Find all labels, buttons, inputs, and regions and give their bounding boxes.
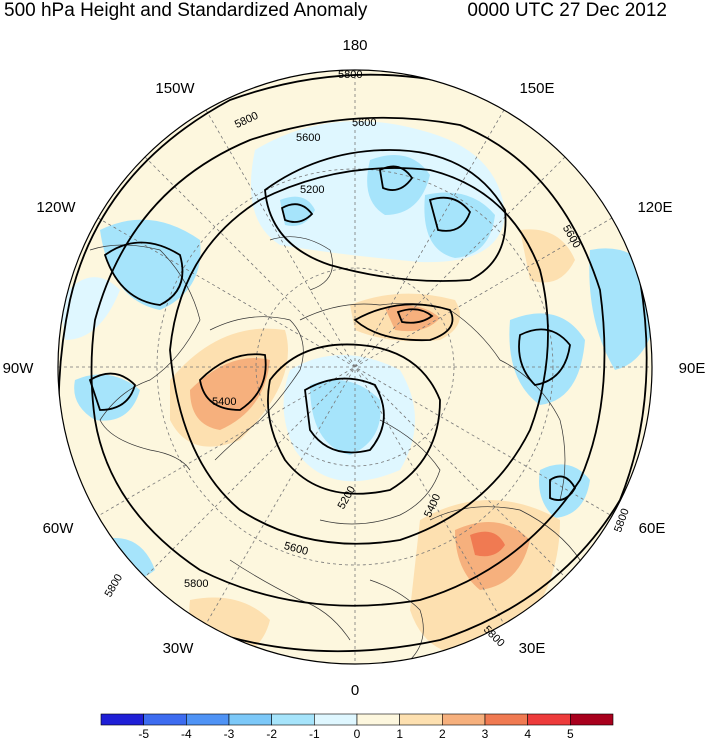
anomaly-region	[424, 192, 495, 258]
colorbar-swatch	[314, 713, 358, 726]
anomaly-region	[60, 277, 120, 340]
colorbar-swatch	[484, 713, 528, 726]
contour-label: 5200	[300, 184, 324, 196]
colorbar-swatch	[143, 713, 187, 726]
lon-label-60w: 60W	[43, 520, 75, 537]
contour-label: 5400	[212, 396, 236, 408]
anomaly-region	[470, 531, 505, 557]
colorbar-swatch	[356, 713, 400, 726]
anomaly-region	[190, 358, 270, 430]
colorbar-swatch	[570, 713, 614, 726]
valid-time: 0000 UTC 27 Dec 2012	[467, 0, 667, 21]
colorbar-swatch	[442, 713, 486, 726]
colorbar-label: -3	[224, 727, 235, 740]
lon-label-150w: 150W	[155, 80, 195, 97]
lon-label-0: 0	[351, 682, 359, 699]
colorbar-label: -2	[266, 727, 277, 740]
contour-label: 5800	[184, 578, 208, 590]
graticule	[58, 70, 652, 664]
colorbar-swatch	[399, 713, 443, 726]
colorbar-label: 5	[567, 727, 574, 740]
anomaly-shading	[58, 70, 652, 664]
colorbar-swatch	[271, 713, 315, 726]
colorbar-swatch	[100, 713, 144, 726]
anomaly-region	[367, 155, 430, 215]
colorbar-swatch	[527, 713, 571, 726]
lon-label-30e: 30E	[519, 640, 546, 657]
chart-title: 500 hPa Height and Standardized Anomaly	[4, 0, 368, 21]
map-boundary	[57, 69, 653, 665]
anomaly-region	[539, 464, 590, 518]
lon-label-60e: 60E	[639, 520, 666, 537]
lon-label-120w: 120W	[36, 199, 76, 216]
anomaly-region	[310, 380, 381, 455]
colorbar-label: 3	[482, 727, 489, 740]
anomaly-region	[100, 219, 201, 310]
colorbar-label: 1	[396, 727, 403, 740]
anomaly-region	[520, 229, 575, 283]
colorbar-label: 0	[354, 727, 361, 740]
contour-label: 5600	[296, 132, 320, 144]
lon-label-120e: 120E	[637, 199, 672, 216]
lon-label-90e: 90E	[679, 360, 706, 377]
colorbar-label: 2	[439, 727, 446, 740]
colorbar-label: 4	[524, 727, 531, 740]
lon-label-90w: 90W	[3, 360, 35, 377]
contour-label: 5800	[481, 624, 507, 650]
colorbar-label: -1	[309, 727, 320, 740]
contour-label: 5600	[352, 117, 376, 129]
colorbar-swatch	[228, 713, 272, 726]
longitude-labels: 180 150W 150E 120W 120E 90W 90E 60W 60E …	[3, 37, 706, 699]
lon-label-180: 180	[342, 37, 367, 54]
anomaly-region	[74, 374, 140, 421]
lon-label-150e: 150E	[519, 80, 554, 97]
colorbar-swatch	[186, 713, 230, 726]
contour-label: 5800	[338, 69, 362, 81]
colorbar: -5 -4 -3 -2 -1 0 1 2 3 4 5	[100, 713, 614, 740]
contour-label: 5800	[103, 572, 126, 599]
colorbar-label: -4	[181, 727, 192, 740]
colorbar-label: -5	[138, 727, 149, 740]
lon-label-30w: 30W	[163, 640, 195, 657]
